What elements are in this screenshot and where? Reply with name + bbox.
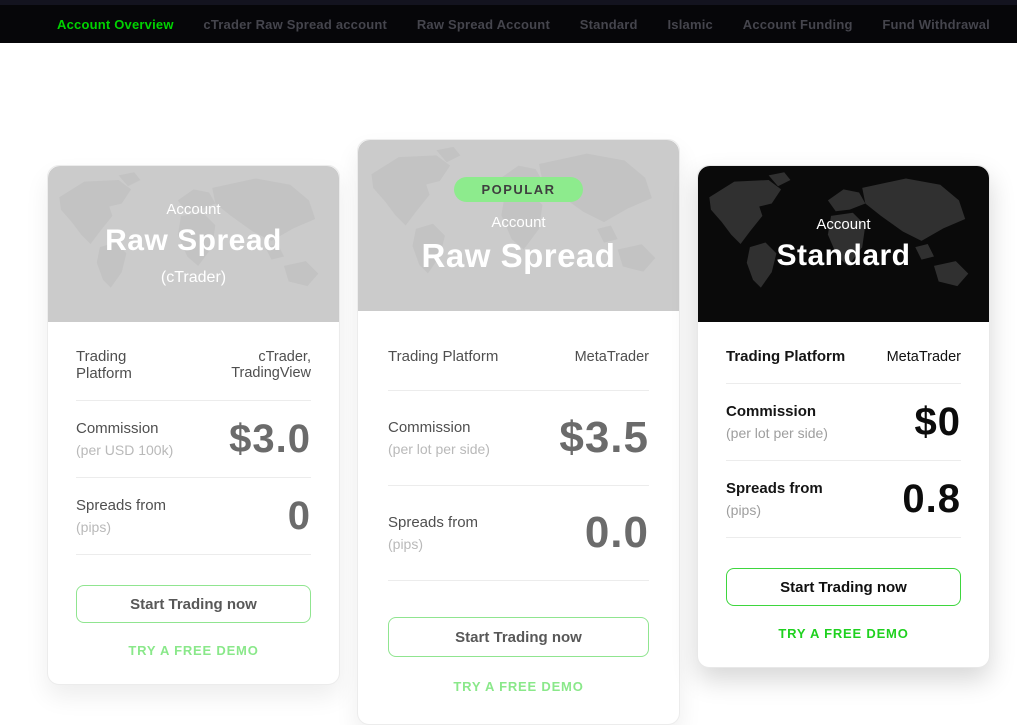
spec-value: $0 xyxy=(914,400,961,444)
nav-tab-account-funding[interactable]: Account Funding xyxy=(742,16,853,32)
spec-row-labels: Spreads from (pips) xyxy=(388,514,478,552)
spec-label: Commission xyxy=(726,403,817,420)
card-body: Trading Platform MetaTrader Commission (… xyxy=(698,322,989,641)
free-demo-link[interactable]: TRY A FREE DEMO xyxy=(453,679,584,694)
spec-label: Spreads from xyxy=(726,480,823,497)
start-trading-button[interactable]: Start Trading now xyxy=(76,585,311,623)
top-nav-bar: Account Overview cTrader Raw Spread accou… xyxy=(0,0,1017,43)
spec-row-labels: Commission (per lot per side) xyxy=(726,403,828,441)
spec-rows: Trading Platform MetaTrader Commission (… xyxy=(726,330,961,538)
world-map-image xyxy=(59,172,319,288)
spec-value: cTrader, TradingView xyxy=(231,349,311,381)
spec-value: MetaTrader xyxy=(886,348,961,365)
card-title: Raw Spread xyxy=(105,224,282,257)
spec-row-labels: Spreads from (pips) xyxy=(76,497,166,535)
world-map-image xyxy=(709,172,969,288)
spec-label: Trading Platform xyxy=(76,348,132,382)
top-nav-tabs: Account Overview cTrader Raw Spread accou… xyxy=(0,17,1017,32)
spec-row-labels: Spreads from (pips) xyxy=(726,480,823,518)
card-header: Account Raw Spread (cTrader) xyxy=(48,166,339,322)
spec-value: 0.8 xyxy=(902,477,961,521)
spec-rows: Trading Platform MetaTrader Commission (… xyxy=(388,323,649,581)
spec-sublabel: (pips) xyxy=(388,536,424,552)
spec-row-labels: Commission (per lot per side) xyxy=(388,419,490,457)
spec-label: Spreads from xyxy=(388,514,479,531)
spec-row: Spreads from (pips) 0 xyxy=(76,478,311,555)
spec-row: Commission (per USD 100k) $3.0 xyxy=(76,401,311,478)
card-eyebrow: Account xyxy=(816,215,871,233)
nav-tab-islamic[interactable]: Islamic xyxy=(667,16,713,32)
spec-row: Trading Platform MetaTrader xyxy=(726,330,961,384)
card-eyebrow: Account xyxy=(166,201,221,218)
account-card-raw-spread: Account Raw Spread (cTrader) Trading Pla… xyxy=(47,165,340,685)
free-demo-link[interactable]: TRY A FREE DEMO xyxy=(128,643,259,658)
card-body: Trading Platform cTrader, TradingView Co… xyxy=(48,322,339,658)
spec-row: Spreads from (pips) 0.8 xyxy=(726,461,961,538)
spec-row-labels: Trading Platform xyxy=(726,348,845,365)
spec-sublabel: (pips) xyxy=(76,519,112,535)
card-eyebrow: Account xyxy=(491,213,546,231)
spec-row: Trading Platform cTrader, TradingView xyxy=(76,330,311,401)
spec-row: Commission (per lot per side) $0 xyxy=(726,384,961,461)
account-card-raw-spread: POPULAR Account Raw Spread Trading Platf… xyxy=(357,139,680,725)
spec-label: Trading Platform xyxy=(388,348,499,365)
spec-sublabel: (per USD 100k) xyxy=(76,442,174,458)
nav-tab-ctrader-raw-spread-account[interactable]: cTrader Raw Spread account xyxy=(203,16,388,32)
start-trading-button[interactable]: Start Trading now xyxy=(388,617,649,657)
spec-rows: Trading Platform cTrader, TradingView Co… xyxy=(76,330,311,555)
account-cards-area: Account Raw Spread (cTrader) Trading Pla… xyxy=(0,43,1017,725)
card-header: POPULAR Account Raw Spread xyxy=(358,140,679,311)
spec-value: MetaTrader xyxy=(574,348,649,365)
nav-tab-standard[interactable]: Standard xyxy=(579,16,638,32)
card-body: Trading Platform MetaTrader Commission (… xyxy=(358,311,679,694)
nav-tab-account-overview[interactable]: Account Overview xyxy=(57,16,174,32)
spec-row: Spreads from (pips) 0.0 xyxy=(388,486,649,581)
card-title: Raw Spread xyxy=(421,236,616,274)
account-card-standard: Account Standard Trading Platform MetaTr… xyxy=(697,165,990,668)
spec-value: 0.0 xyxy=(584,508,649,557)
spec-value: $3.5 xyxy=(559,413,649,462)
spec-sublabel: (pips) xyxy=(726,502,762,518)
spec-label: Commission xyxy=(76,420,159,437)
spec-row-labels: Trading Platform xyxy=(76,348,181,382)
card-header: Account Standard xyxy=(698,166,989,322)
free-demo-link[interactable]: TRY A FREE DEMO xyxy=(778,626,909,641)
spec-row: Commission (per lot per side) $3.5 xyxy=(388,391,649,486)
nav-tab-raw-spread-account[interactable]: Raw Spread Account xyxy=(416,16,550,32)
spec-value: $3.0 xyxy=(229,417,311,461)
spec-row-labels: Commission (per USD 100k) xyxy=(76,420,173,458)
spec-row: Trading Platform MetaTrader xyxy=(388,323,649,391)
spec-value: 0 xyxy=(287,494,311,538)
card-subtitle: (cTrader) xyxy=(160,269,227,286)
popular-badge: POPULAR xyxy=(454,176,583,202)
start-trading-button[interactable]: Start Trading now xyxy=(726,568,961,606)
card-title: Standard xyxy=(776,238,911,272)
spec-label: Commission xyxy=(388,419,471,436)
spec-sublabel: (per lot per side) xyxy=(726,425,828,441)
spec-sublabel: (per lot per side) xyxy=(388,441,490,457)
spec-label: Spreads from xyxy=(76,497,167,514)
nav-tab-fund-withdrawal[interactable]: Fund Withdrawal xyxy=(882,16,990,32)
spec-label: Trading Platform xyxy=(726,348,846,365)
spec-row-labels: Trading Platform xyxy=(388,348,498,365)
